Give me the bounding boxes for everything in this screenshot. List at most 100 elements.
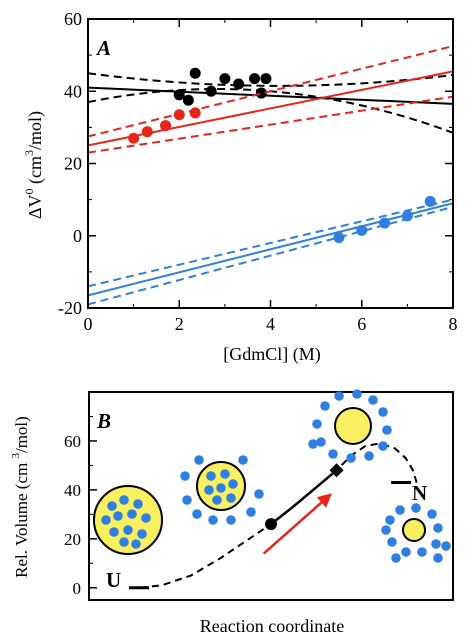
panel-a-x-axis-label: [GdmCl] (M) bbox=[223, 344, 321, 365]
a-black-ci-upper bbox=[88, 72, 453, 87]
water-molecule-inside bbox=[109, 527, 119, 537]
water-molecule-outside bbox=[334, 391, 344, 401]
a-x-tick-label: 4 bbox=[266, 314, 275, 334]
water-molecule-outside bbox=[246, 507, 256, 517]
a-black-data-point bbox=[205, 85, 217, 97]
a-black-data-point bbox=[233, 78, 245, 90]
water-molecule-outside bbox=[346, 453, 356, 463]
b-y-label-end: /mol) bbox=[12, 416, 31, 453]
a-x-tick-label: 8 bbox=[449, 314, 458, 334]
water-molecule-inside bbox=[137, 529, 147, 539]
water-molecule-inside bbox=[119, 495, 129, 505]
b-y-tick-label: 60 bbox=[64, 432, 81, 451]
panel-b-ticks: 0 20 40 60 bbox=[64, 415, 97, 598]
b-y-tick-label: 0 bbox=[73, 579, 82, 598]
a-red-data-point bbox=[189, 107, 201, 119]
water-molecule-outside bbox=[385, 515, 395, 525]
water-molecule-outside bbox=[417, 547, 427, 557]
water-molecule-outside bbox=[192, 509, 202, 519]
a-black-data-point bbox=[255, 87, 267, 99]
water-molecule-inside bbox=[107, 501, 117, 511]
a-black-fit-line bbox=[88, 86, 453, 105]
panel-a-y-axis-label: ΔV0 (cm3/mol) bbox=[22, 111, 46, 219]
water-molecule-outside bbox=[238, 455, 248, 465]
water-molecule-outside bbox=[328, 449, 338, 459]
water-molecule-outside bbox=[381, 525, 391, 535]
a-blue-fit-line bbox=[88, 202, 453, 297]
a-black-data-point bbox=[260, 73, 272, 85]
transition-circle-marker bbox=[265, 518, 277, 531]
panel-b-x-axis-label: Reaction coordinate bbox=[200, 616, 344, 636]
a-blue-data-point bbox=[333, 232, 345, 244]
a-x-tick-label: 0 bbox=[84, 314, 93, 334]
a-black-data-point bbox=[173, 89, 185, 101]
a-blue-ci-upper bbox=[88, 198, 453, 288]
water-molecule-outside bbox=[411, 503, 421, 513]
cartoon-unfolded bbox=[93, 485, 163, 555]
b-y-label-sup: 3 bbox=[10, 453, 22, 459]
a-x-tick-label: 2 bbox=[175, 314, 184, 334]
water-molecule-outside bbox=[182, 495, 192, 505]
a-blue-data-point bbox=[379, 217, 391, 229]
cartoon-transition-state bbox=[308, 389, 392, 463]
water-molecule-outside bbox=[352, 389, 362, 399]
water-molecule-inside bbox=[131, 539, 141, 549]
water-molecule-inside bbox=[141, 513, 151, 523]
a-blue-data-point bbox=[424, 195, 436, 207]
a-red-data-point bbox=[128, 132, 140, 144]
water-molecule-inside bbox=[133, 499, 143, 509]
water-molecule-outside bbox=[382, 425, 392, 435]
water-molecule-inside bbox=[216, 483, 226, 493]
state-label-native: N bbox=[412, 481, 427, 505]
water-molecule-inside bbox=[101, 515, 111, 525]
protein-sphere bbox=[334, 407, 372, 445]
y-label-per-mol: /mol) bbox=[25, 111, 46, 150]
red-arrow-shaft bbox=[262, 496, 329, 555]
water-molecule-outside bbox=[312, 419, 322, 429]
water-molecule-inside bbox=[204, 485, 214, 495]
reaction-profile-solid bbox=[270, 469, 338, 526]
water-molecule-outside bbox=[320, 401, 330, 411]
water-molecule-outside bbox=[441, 541, 451, 551]
y-label-sup-3: 3 bbox=[22, 150, 36, 156]
water-molecule-outside bbox=[378, 407, 388, 417]
a-y-tick-label: 0 bbox=[73, 226, 82, 246]
y-label-delta-v: ΔV bbox=[25, 194, 45, 219]
b-y-label-main: Rel. Volume (cm bbox=[12, 459, 31, 578]
water-molecule-inside bbox=[206, 471, 216, 481]
water-molecule-inside bbox=[212, 495, 222, 505]
b-y-tick-label: 20 bbox=[64, 530, 81, 549]
water-molecule-outside bbox=[194, 455, 204, 465]
panel-b-y-axis-label: Rel. Volume (cm 3/mol) bbox=[10, 416, 31, 578]
b-y-tick-label: 40 bbox=[64, 481, 81, 500]
a-red-data-point bbox=[173, 109, 185, 121]
water-molecule-outside bbox=[387, 537, 397, 547]
a-black-data-point bbox=[219, 73, 231, 85]
water-molecule-outside bbox=[226, 515, 236, 525]
water-molecule-outside bbox=[427, 509, 437, 519]
water-molecule-outside bbox=[364, 451, 374, 461]
panel-b-plot-area bbox=[129, 442, 418, 590]
panel-a-label: A bbox=[95, 36, 111, 60]
water-molecule-inside bbox=[226, 493, 236, 503]
a-red-ci-lower bbox=[88, 95, 453, 154]
a-red-data-point bbox=[160, 120, 172, 132]
panel-b-frame bbox=[88, 391, 454, 601]
water-molecule-outside bbox=[391, 553, 401, 563]
water-molecule-outside bbox=[431, 539, 441, 549]
a-y-tick-label: -20 bbox=[58, 298, 82, 318]
transition-diamond-marker bbox=[329, 463, 344, 478]
panel-a-plot-area bbox=[88, 45, 453, 306]
a-red-data-point bbox=[141, 126, 153, 138]
panel-b-label: B bbox=[96, 409, 111, 433]
a-blue-data-point bbox=[401, 210, 413, 222]
panel-a-frame bbox=[87, 18, 454, 309]
cartoon-intermediate bbox=[180, 455, 264, 525]
water-molecule-inside bbox=[220, 469, 230, 479]
a-red-ci-upper bbox=[88, 45, 453, 138]
water-molecule-inside bbox=[119, 537, 129, 547]
water-molecule-outside bbox=[401, 547, 411, 557]
water-molecule-outside bbox=[316, 437, 326, 447]
